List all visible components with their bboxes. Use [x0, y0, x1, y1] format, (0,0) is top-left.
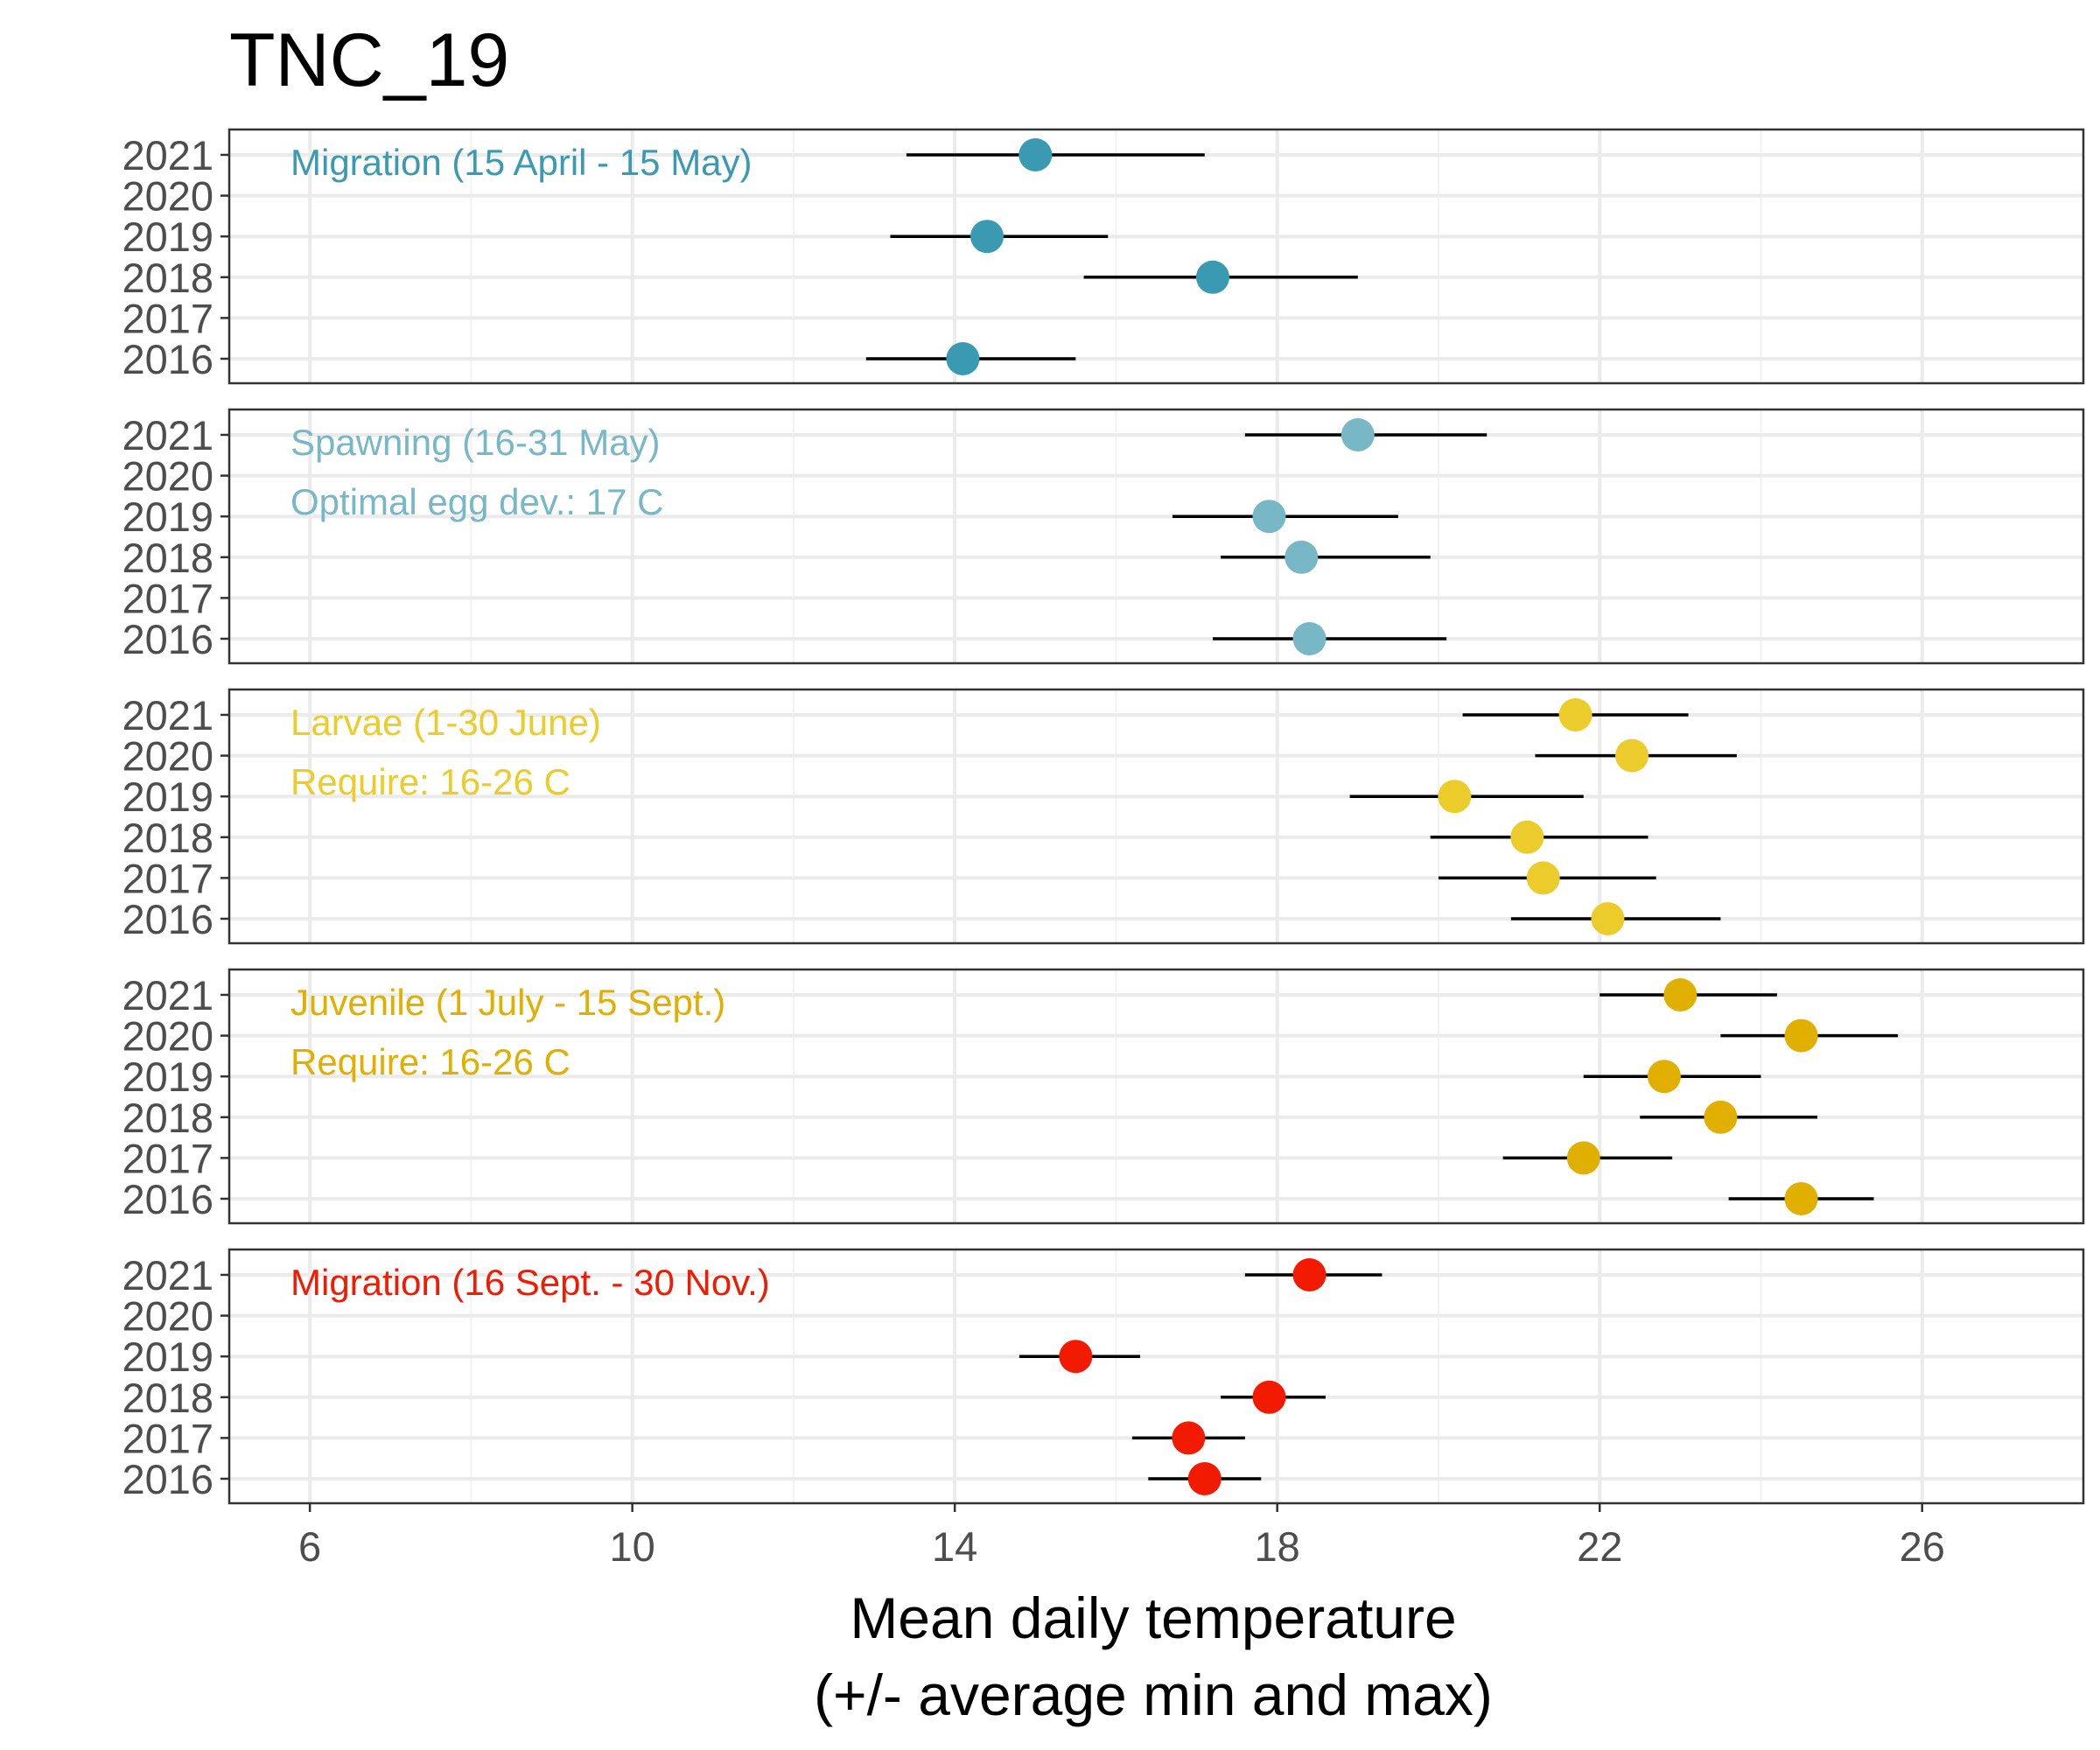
y-tick-label: 2019: [122, 1054, 214, 1100]
y-tick-label: 2018: [122, 535, 214, 581]
y-tick-label: 2021: [122, 132, 214, 178]
x-tick-label: 26: [1900, 1523, 1945, 1570]
panel-background: [229, 690, 2083, 943]
x-tick-label: 14: [932, 1523, 977, 1570]
panel-annotation: Larvae (1-30 June): [290, 702, 601, 743]
y-tick-label: 2020: [122, 453, 214, 500]
y-tick-label: 2017: [122, 1415, 214, 1461]
mean-point-2017: [1566, 1141, 1600, 1175]
mean-point-2021: [1558, 698, 1592, 732]
y-tick-label: 2017: [122, 295, 214, 341]
mean-point-2016: [946, 342, 980, 375]
mean-point-2019: [970, 220, 1004, 254]
mean-point-2017: [1172, 1421, 1206, 1455]
panel-background: [229, 410, 2083, 663]
panel-annotation: Optimal egg dev.: 17 C: [290, 481, 663, 522]
mean-point-2020: [1784, 1018, 1818, 1053]
panel-annotation: Require: 16-26 C: [290, 1041, 570, 1082]
y-tick-label: 2017: [122, 1135, 214, 1181]
x-tick-label: 22: [1577, 1523, 1622, 1570]
y-tick-label: 2018: [122, 1375, 214, 1421]
panel-annotation: Migration (15 April - 15 May): [290, 142, 752, 183]
y-tick-label: 2018: [122, 815, 214, 861]
y-tick-label: 2017: [122, 855, 214, 901]
mean-point-2018: [1704, 1100, 1738, 1134]
x-tick-label: 18: [1255, 1523, 1300, 1570]
mean-point-2021: [1018, 138, 1053, 172]
y-tick-label: 2020: [122, 733, 214, 780]
mean-point-2019: [1252, 500, 1286, 534]
y-tick-label: 2020: [122, 1013, 214, 1060]
panel-annotation: Spawning (16-31 May): [290, 422, 661, 463]
panel-border: [228, 688, 2085, 945]
y-tick-label: 2016: [122, 896, 214, 942]
y-tick-label: 2021: [122, 692, 214, 738]
mean-point-2018: [1252, 1380, 1286, 1414]
y-tick-label: 2019: [122, 494, 214, 540]
panel-background: [229, 130, 2083, 383]
panel-border: [228, 968, 2085, 1225]
panel-annotation: Migration (16 Sept. - 30 Nov.): [290, 1262, 770, 1303]
mean-point-2016: [1187, 1462, 1222, 1495]
y-tick-label: 2020: [122, 1293, 214, 1340]
x-axis: 6 10 14 18 22 26: [298, 1503, 1945, 1570]
y-tick-label: 2021: [122, 1252, 214, 1298]
mean-point-2019: [1647, 1060, 1681, 1094]
x-tick-label: 10: [610, 1523, 655, 1570]
mean-point-2021: [1663, 978, 1698, 1012]
panel-annotation: Juvenile (1 July - 15 Sept.): [290, 982, 725, 1023]
y-tick-label: 2016: [122, 336, 214, 382]
y-tick-label: 2018: [122, 1095, 214, 1141]
mean-point-2021: [1292, 1258, 1326, 1292]
mean-point-2016: [1784, 1182, 1818, 1215]
mean-point-2019: [1438, 780, 1472, 814]
x-axis-title-line-1: Mean daily temperature: [850, 1586, 1456, 1650]
y-tick-label: 2021: [122, 972, 214, 1018]
y-tick-label: 2019: [122, 774, 214, 820]
y-tick-label: 2018: [122, 255, 214, 301]
x-axis-title-line-2: (+/- average min and max): [814, 1662, 1493, 1727]
mean-point-2017: [1526, 861, 1560, 895]
mean-point-2016: [1591, 902, 1625, 935]
panel-annotation: Require: 16-26 C: [290, 761, 570, 802]
y-tick-label: 2016: [122, 1176, 214, 1222]
mean-point-2018: [1510, 820, 1544, 854]
mean-point-2021: [1340, 418, 1375, 452]
x-tick-label: 6: [298, 1523, 321, 1570]
y-tick-label: 2019: [122, 214, 214, 260]
panel-border: [228, 1248, 2085, 1505]
y-tick-label: 2016: [122, 1456, 214, 1502]
y-tick-label: 2021: [122, 412, 214, 458]
panel-border: [228, 408, 2085, 665]
mean-point-2018: [1284, 540, 1319, 574]
panel-background: [229, 1250, 2083, 1503]
y-tick-label: 2016: [122, 616, 214, 662]
mean-point-2020: [1615, 738, 1649, 773]
y-tick-label: 2017: [122, 575, 214, 621]
mean-point-2019: [1059, 1340, 1093, 1374]
chart-title: TNC_19: [229, 18, 509, 102]
mean-point-2016: [1292, 622, 1326, 655]
panel-background: [229, 970, 2083, 1223]
y-tick-label: 2020: [122, 173, 214, 220]
panel-border: [228, 128, 2085, 385]
y-tick-label: 2019: [122, 1334, 214, 1380]
mean-point-2018: [1195, 260, 1229, 294]
